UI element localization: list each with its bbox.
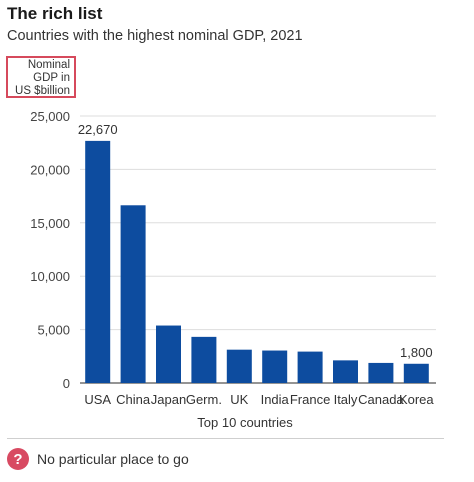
bar (120, 205, 146, 383)
footer-divider (7, 438, 444, 439)
x-tick-label: Japan (151, 392, 186, 407)
x-tick-label: USA (84, 392, 111, 407)
data-label: 22,670 (78, 122, 118, 137)
bar (403, 363, 429, 383)
y-axis-label-line-3: US $billion (15, 85, 70, 97)
y-tick-label: 20,000 (30, 162, 70, 177)
bar (368, 362, 394, 383)
y-tick-label: 10,000 (30, 269, 70, 284)
y-tick-label: 15,000 (30, 216, 70, 231)
bar (156, 325, 181, 383)
chart-title: The rich list (7, 4, 103, 23)
y-axis-label-line-1: Nominal (27, 59, 70, 71)
data-label: 1,800 (400, 345, 433, 360)
x-tick-label: France (290, 392, 330, 407)
x-tick-label: Canada (358, 392, 404, 407)
x-tick-label: Korea (399, 392, 434, 407)
source-text: No particular place to go (37, 451, 189, 467)
x-tick-label: Germ. (186, 392, 222, 407)
bar (333, 360, 358, 383)
bar (297, 351, 323, 383)
y-tick-label: 25,000 (30, 109, 70, 124)
x-tick-label: Italy (334, 392, 358, 407)
y-tick-label: 0 (63, 376, 70, 391)
question-icon[interactable]: ? (7, 448, 29, 470)
chart-subtitle: Countries with the highest nominal GDP, … (7, 28, 303, 44)
y-axis-label: Nominal GDP in US $billion (6, 56, 76, 98)
bar (262, 350, 288, 383)
bar-chart: 0 5,000 10,000 15,000 20,000 25,000 USA China Ja… (30, 109, 436, 430)
x-tick-label: UK (230, 392, 248, 407)
bar (226, 349, 252, 383)
source-row: ? No particular place to go (7, 448, 189, 470)
y-axis-label-line-2: GDP in (33, 72, 70, 84)
x-tick-label: China (116, 392, 151, 407)
bar (191, 336, 217, 383)
bar (85, 140, 111, 383)
y-tick-label: 5,000 (37, 323, 70, 338)
x-axis-label: Top 10 countries (197, 415, 293, 430)
x-tick-label: India (261, 392, 290, 407)
